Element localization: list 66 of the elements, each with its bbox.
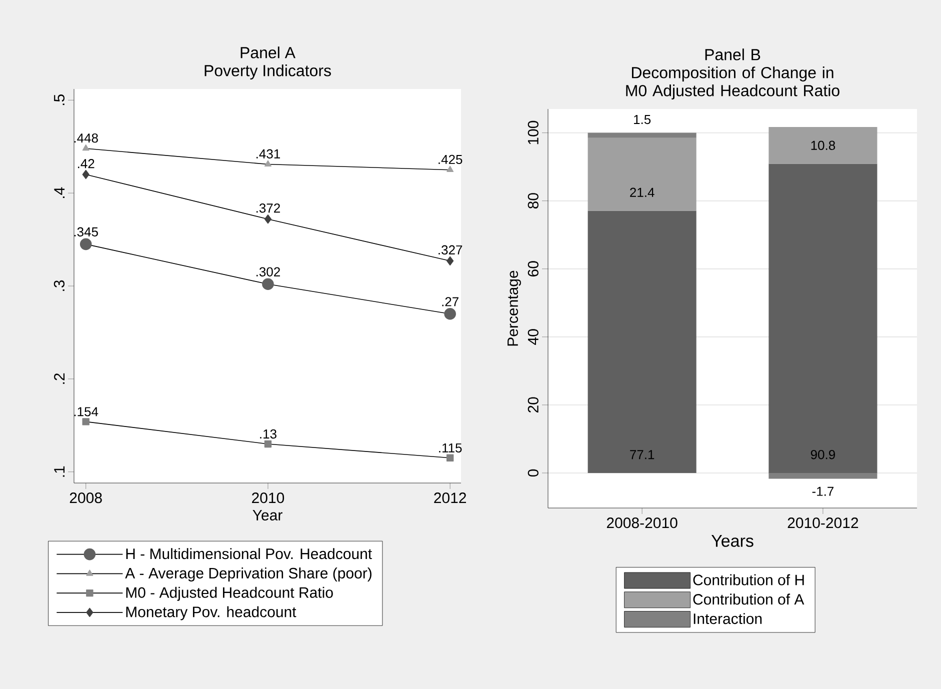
x-tick-label: 2008-2010	[606, 518, 678, 528]
chart-title: Panel A	[240, 46, 296, 58]
point	[82, 144, 90, 151]
bar	[768, 127, 878, 164]
point	[446, 166, 454, 172]
y-tick-label: .1	[54, 466, 65, 477]
data-label: .327	[438, 245, 462, 255]
point	[82, 418, 90, 426]
data-label: .345	[74, 227, 98, 236]
legend-label: Monetary Pov. headcount	[126, 606, 296, 620]
point	[82, 170, 90, 180]
data-label: .431	[256, 149, 280, 158]
x-axis-title: Year	[252, 510, 282, 520]
point	[262, 278, 274, 290]
y-tick-label: .4	[54, 187, 65, 198]
y-axis-title: Percentage	[508, 270, 521, 346]
x-tick-label: 2010-2012	[788, 518, 858, 528]
point	[264, 440, 272, 448]
data-label: 90.9	[810, 450, 835, 460]
chart-subtitle: Poverty Indicators	[204, 64, 331, 80]
x-tick-label: 2008	[70, 492, 102, 504]
y-tick-label: 60	[528, 261, 538, 276]
chart-subtitle: Decomposition of Change in M0 Adjusted Headcount Ratio	[626, 66, 840, 100]
bar	[768, 164, 878, 473]
legend-label: Contribution of A	[693, 594, 804, 605]
point	[264, 160, 272, 166]
y-tick-label: 100	[528, 120, 538, 144]
point	[444, 308, 456, 320]
x-tick-label: 2012	[434, 492, 466, 504]
bar	[768, 472, 878, 479]
data-label: .27	[442, 297, 458, 306]
data-label: -1.7	[812, 486, 834, 496]
data-label: 21.4	[630, 188, 654, 197]
legend-label: M0 - Adjusted Headcount Ratio	[126, 586, 333, 601]
data-label: .302	[256, 267, 280, 276]
y-tick-label: 40	[528, 329, 538, 345]
data-label: .13	[260, 429, 276, 439]
data-label: 1.5	[634, 115, 651, 124]
data-label: .115	[439, 443, 462, 453]
y-tick-label: .5	[54, 94, 65, 106]
y-tick-label: 0	[528, 469, 538, 477]
data-label: 10.8	[811, 140, 836, 150]
bar	[588, 138, 696, 211]
y-tick-label: 20	[528, 397, 538, 413]
chart-title: Panel B	[705, 48, 760, 60]
data-label: .448	[74, 133, 98, 143]
point	[446, 256, 454, 266]
data-label: .425	[438, 154, 462, 164]
data-label: .154	[74, 407, 98, 416]
bar	[588, 210, 696, 473]
point	[446, 454, 454, 462]
y-tick-label: .3	[54, 280, 65, 291]
legend-label: Interaction	[694, 613, 762, 624]
x-axis-title: Years	[711, 535, 754, 547]
bar	[588, 132, 696, 138]
x-tick-label: 2010	[252, 492, 284, 504]
point	[264, 214, 272, 224]
data-label: 77.1	[630, 450, 654, 460]
y-tick-label: .2	[54, 373, 65, 384]
y-tick-label: 80	[528, 193, 538, 209]
legend-label: A - Average Deprivation Share (poor)	[125, 567, 372, 582]
data-label: .42	[78, 159, 94, 168]
data-label: .372	[256, 203, 280, 213]
point	[80, 238, 92, 250]
legend-label: H - Multidimensional Pov. Headcount	[126, 548, 372, 560]
legend-label: Contribution of H	[693, 574, 804, 586]
